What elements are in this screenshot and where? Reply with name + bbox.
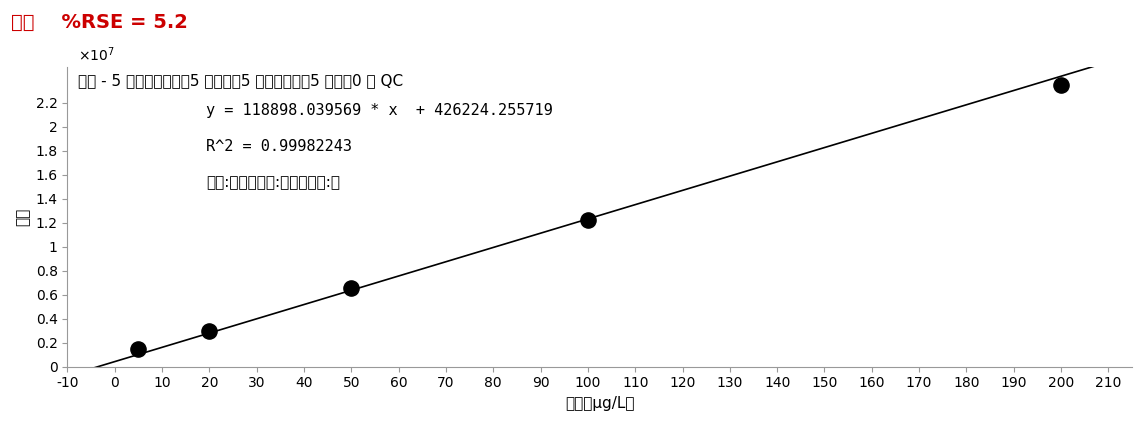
X-axis label: 浓度（μg/L）: 浓度（μg/L） <box>565 396 634 411</box>
Text: y = 118898.039569 * x  + 426224.255719: y = 118898.039569 * x + 426224.255719 <box>205 103 553 118</box>
Point <box>130 346 148 353</box>
Y-axis label: 响应: 响应 <box>15 207 30 226</box>
Text: 乙苯    %RSE = 5.2: 乙苯 %RSE = 5.2 <box>11 13 188 32</box>
Point <box>1052 81 1070 88</box>
Text: R^2 = 0.99982243: R^2 = 0.99982243 <box>205 139 352 154</box>
Point <box>342 285 360 291</box>
Text: 类型:线性，原点:忽略，权重:无: 类型:线性，原点:忽略，权重:无 <box>205 175 340 190</box>
Text: $\times10^7$: $\times10^7$ <box>78 45 115 64</box>
Text: 乙苯 - 5 个级别，使用了5 个级别，5 个点，使用了5 个点，0 个 QC: 乙苯 - 5 个级别，使用了5 个级别，5 个点，使用了5 个点，0 个 QC <box>78 73 404 88</box>
Point <box>579 217 598 224</box>
Point <box>201 328 219 335</box>
